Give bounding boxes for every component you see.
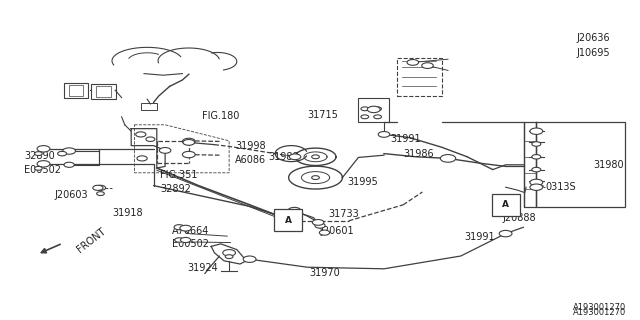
Bar	[358, 98, 389, 122]
Circle shape	[319, 230, 330, 235]
Circle shape	[289, 154, 301, 160]
Circle shape	[530, 184, 543, 190]
Text: J20601: J20601	[320, 226, 354, 236]
Circle shape	[35, 166, 42, 170]
Text: A: A	[502, 200, 509, 209]
Circle shape	[312, 155, 319, 159]
Circle shape	[367, 106, 380, 113]
Circle shape	[422, 63, 433, 68]
Bar	[69, 85, 83, 96]
Text: 31991: 31991	[464, 232, 495, 243]
Circle shape	[532, 142, 541, 146]
Circle shape	[312, 176, 319, 180]
Bar	[96, 86, 111, 97]
Circle shape	[182, 138, 195, 145]
Text: 31980: 31980	[593, 160, 624, 170]
Bar	[492, 194, 520, 216]
Text: A: A	[285, 216, 291, 225]
Text: 31991: 31991	[390, 134, 421, 144]
Circle shape	[159, 148, 171, 153]
Circle shape	[499, 230, 512, 237]
Circle shape	[183, 140, 195, 145]
Circle shape	[37, 161, 50, 167]
Text: FIG.351: FIG.351	[160, 170, 198, 180]
Text: 31995: 31995	[348, 177, 378, 187]
Text: FRONT: FRONT	[76, 227, 108, 255]
Circle shape	[378, 132, 390, 137]
Circle shape	[64, 162, 74, 167]
Text: E00502: E00502	[24, 165, 61, 175]
Circle shape	[225, 255, 233, 259]
Bar	[524, 122, 625, 207]
Text: 31924: 31924	[187, 263, 218, 273]
Text: J20888: J20888	[502, 213, 536, 223]
Circle shape	[35, 152, 42, 156]
Circle shape	[93, 185, 103, 190]
Circle shape	[361, 115, 369, 119]
Circle shape	[175, 238, 184, 242]
Circle shape	[223, 250, 236, 256]
Text: E00502: E00502	[172, 239, 209, 249]
Text: 0313S: 0313S	[545, 182, 576, 192]
Circle shape	[180, 237, 191, 243]
Text: 31998: 31998	[235, 141, 266, 151]
Text: A6086: A6086	[235, 155, 266, 165]
Circle shape	[180, 225, 191, 231]
Text: 31918: 31918	[112, 208, 143, 219]
Circle shape	[182, 151, 195, 158]
Circle shape	[374, 115, 381, 119]
Circle shape	[312, 220, 324, 225]
Circle shape	[288, 207, 301, 214]
Circle shape	[440, 155, 456, 162]
Bar	[141, 103, 157, 110]
Circle shape	[532, 167, 541, 172]
Circle shape	[531, 185, 541, 190]
Circle shape	[315, 223, 325, 228]
Text: 31715: 31715	[307, 110, 338, 120]
Bar	[64, 83, 88, 98]
Circle shape	[146, 137, 155, 141]
Circle shape	[530, 179, 543, 186]
Circle shape	[530, 128, 543, 134]
Text: J20603: J20603	[54, 190, 88, 200]
Text: FIG.180: FIG.180	[202, 111, 239, 121]
Circle shape	[136, 132, 146, 137]
Text: 31988: 31988	[268, 152, 299, 162]
Text: A193001270: A193001270	[573, 308, 626, 317]
Text: J10695: J10695	[576, 48, 610, 58]
Bar	[274, 209, 302, 231]
Text: 31970: 31970	[309, 268, 340, 278]
Text: 31986: 31986	[403, 148, 434, 159]
Bar	[91, 84, 116, 99]
Circle shape	[374, 107, 381, 111]
Circle shape	[532, 155, 541, 159]
Text: J20636: J20636	[576, 33, 610, 44]
Circle shape	[95, 185, 106, 190]
Circle shape	[407, 60, 419, 65]
Bar	[397, 58, 442, 96]
Text: A193001270: A193001270	[573, 303, 626, 312]
Circle shape	[97, 192, 104, 196]
Circle shape	[58, 151, 67, 156]
Circle shape	[243, 256, 256, 262]
Circle shape	[37, 146, 50, 152]
Circle shape	[288, 208, 301, 214]
Circle shape	[63, 148, 76, 154]
Circle shape	[174, 225, 184, 230]
Circle shape	[137, 156, 147, 161]
Text: 32890: 32890	[24, 151, 55, 161]
Circle shape	[361, 107, 369, 111]
Text: 32892: 32892	[160, 184, 191, 195]
Text: A70664: A70664	[172, 226, 209, 236]
Text: 31733: 31733	[328, 209, 359, 220]
